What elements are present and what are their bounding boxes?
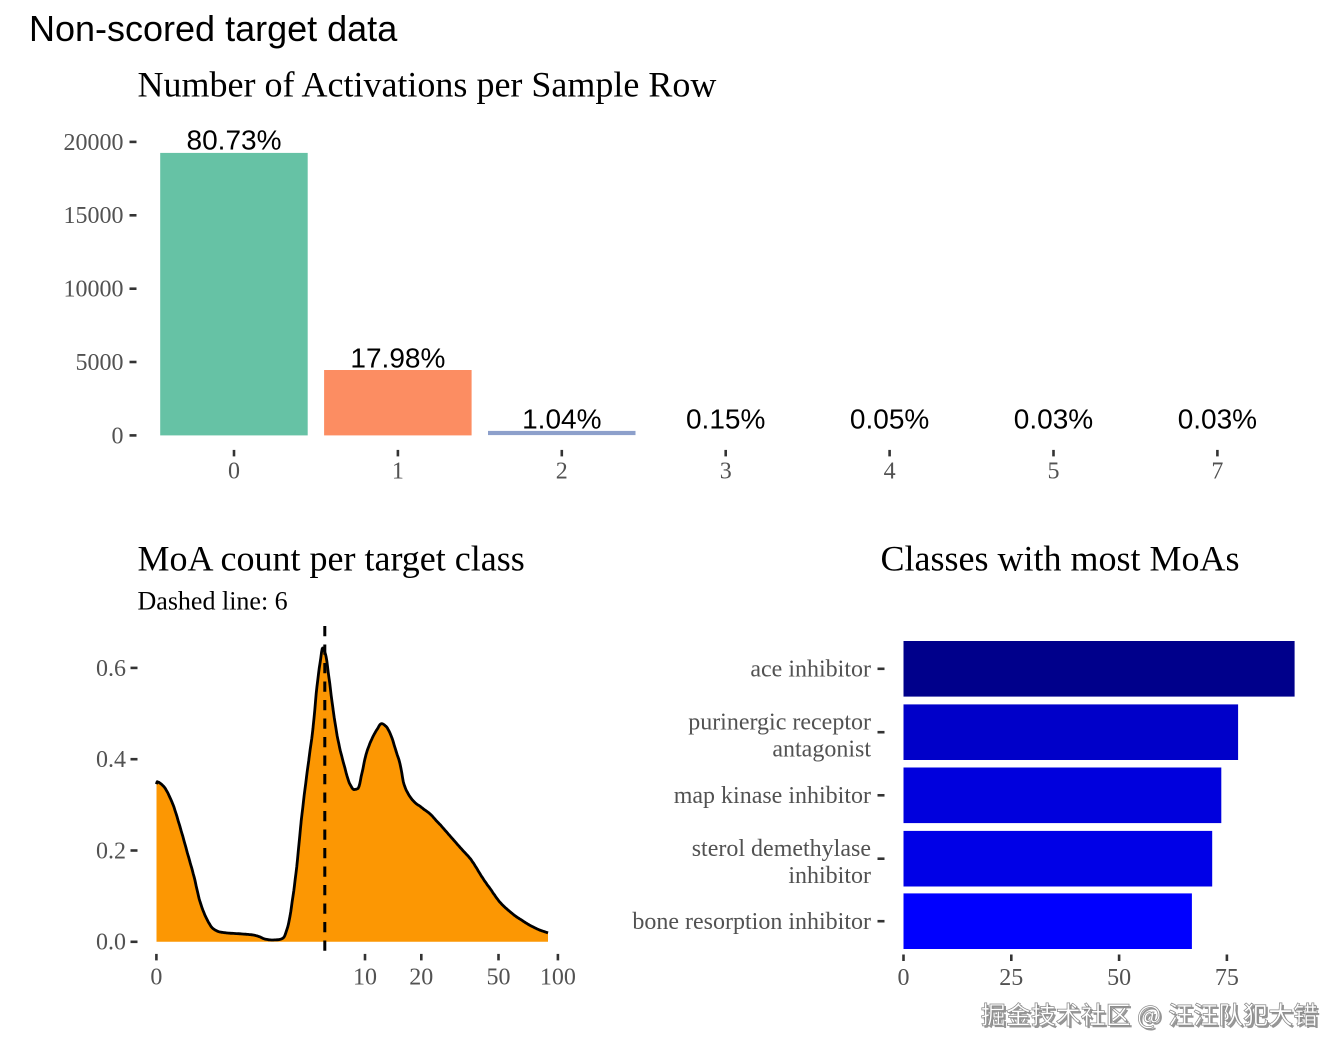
svg-text:0.05%: 0.05% xyxy=(850,403,929,434)
svg-text:5: 5 xyxy=(1048,458,1060,484)
svg-text:inhibitor: inhibitor xyxy=(788,863,871,889)
svg-text:sterol demethylase: sterol demethylase xyxy=(692,836,871,862)
svg-text:0: 0 xyxy=(112,423,124,449)
svg-text:15000: 15000 xyxy=(64,203,124,229)
svg-text:0.2: 0.2 xyxy=(96,838,126,864)
svg-text:0.15%: 0.15% xyxy=(686,403,765,434)
svg-text:0: 0 xyxy=(150,964,162,990)
svg-text:1: 1 xyxy=(392,458,404,484)
svg-text:ace inhibitor: ace inhibitor xyxy=(750,657,871,683)
svg-text:5000: 5000 xyxy=(76,350,124,376)
svg-text:7: 7 xyxy=(1211,458,1223,484)
svg-text:0.03%: 0.03% xyxy=(1014,403,1093,434)
svg-text:0: 0 xyxy=(898,965,910,991)
svg-text:map kinase inhibitor: map kinase inhibitor xyxy=(674,783,871,809)
svg-text:25: 25 xyxy=(999,965,1023,991)
svg-text:10: 10 xyxy=(353,964,377,990)
svg-text:0.4: 0.4 xyxy=(96,747,126,773)
svg-text:20: 20 xyxy=(409,964,433,990)
svg-text:4: 4 xyxy=(884,458,896,484)
svg-text:MoA count per target class: MoA count per target class xyxy=(138,539,525,579)
svg-text:100: 100 xyxy=(540,964,576,990)
svg-text:3: 3 xyxy=(720,458,732,484)
svg-text:50: 50 xyxy=(1107,965,1131,991)
svg-text:bone resorption inhibitor: bone resorption inhibitor xyxy=(632,909,871,935)
svg-text:antagonist: antagonist xyxy=(772,737,871,763)
svg-text:0.0: 0.0 xyxy=(96,930,126,956)
svg-text:17.98%: 17.98% xyxy=(350,343,445,374)
svg-text:Number of Activations per Samp: Number of Activations per Sample Row xyxy=(138,65,717,105)
svg-text:Classes with most MoAs: Classes with most MoAs xyxy=(880,539,1239,579)
svg-text:purinergic receptor: purinergic receptor xyxy=(688,710,871,736)
svg-text:2: 2 xyxy=(556,458,568,484)
svg-text:0.03%: 0.03% xyxy=(1178,403,1257,434)
svg-text:1.04%: 1.04% xyxy=(522,403,601,434)
svg-text:50: 50 xyxy=(487,964,511,990)
svg-text:Non-scored target data: Non-scored target data xyxy=(29,8,398,49)
svg-text:75: 75 xyxy=(1215,965,1239,991)
svg-text:0: 0 xyxy=(228,458,240,484)
svg-text:20000: 20000 xyxy=(64,130,124,156)
svg-text:80.73%: 80.73% xyxy=(187,124,282,155)
svg-text:0.6: 0.6 xyxy=(96,656,126,682)
svg-text:Dashed line: 6: Dashed line: 6 xyxy=(138,587,288,616)
svg-text:10000: 10000 xyxy=(64,277,124,303)
